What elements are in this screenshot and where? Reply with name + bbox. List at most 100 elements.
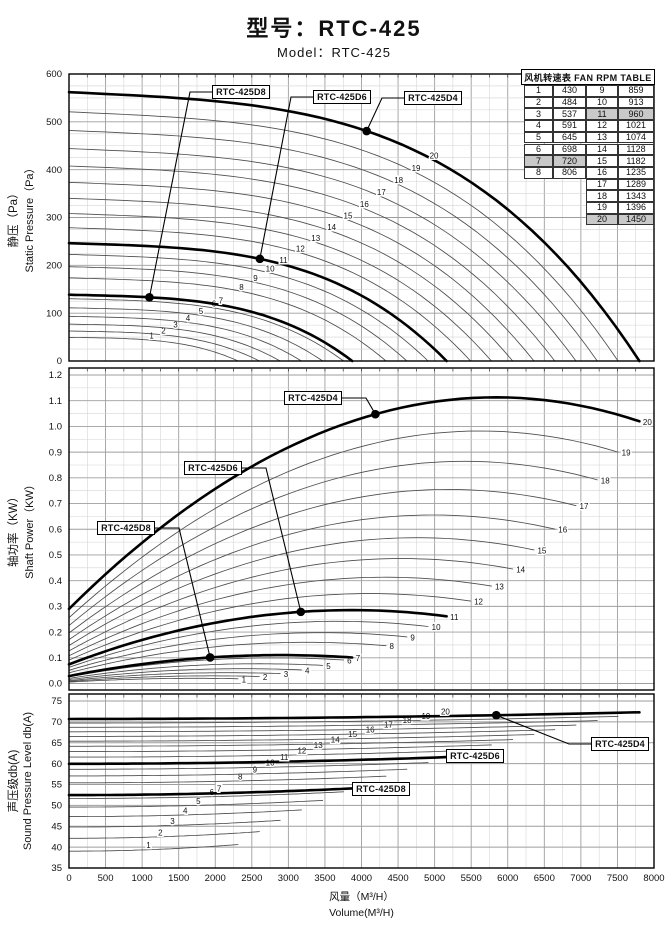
- curve-label-1: 1: [242, 675, 247, 684]
- y-tick-label: 45: [51, 821, 62, 832]
- fan-curve-12: [68, 593, 472, 661]
- shaft-power-chart: 0.0 0.1 0.2 0.3 0.4 0.5 0.6 0.7 0.8 0.9 1.0 1.1 1.2 1…: [6, 367, 655, 691]
- callout-marker-rtc-425d4: [371, 409, 380, 419]
- curve-label-11: 11: [280, 753, 289, 762]
- x-tick-label: 6500: [534, 873, 555, 884]
- curve-label-13: 13: [495, 583, 504, 592]
- rpm-value-cell: 1074: [618, 131, 654, 144]
- rpm-value-cell: 484: [553, 96, 586, 109]
- callout-rtc-425d6: RTC-425D6: [313, 90, 371, 104]
- curve-label-2: 2: [158, 828, 163, 837]
- fan-number-cell: 5: [524, 131, 553, 144]
- fan-curve-10: [68, 620, 429, 668]
- fan-number-cell: 14: [586, 143, 618, 156]
- fan-number-cell: 18: [586, 190, 618, 202]
- fan-curve-12: [68, 227, 472, 362]
- curve-label-15: 15: [344, 211, 353, 220]
- callout-rtc-425d6: RTC-425D6: [184, 461, 242, 475]
- x-tick-label: 1500: [168, 873, 189, 884]
- callout-rtc-425d4: RTC-425D4: [284, 391, 342, 405]
- curve-label-9: 9: [253, 274, 258, 283]
- fan-curve-2: [68, 831, 260, 839]
- curve-label-6: 6: [347, 657, 352, 666]
- curve-label-15: 15: [348, 730, 357, 739]
- fan-curve-8: [68, 277, 387, 362]
- callout-marker-rtc-425d8: [145, 293, 154, 302]
- fan-curve-6: [68, 657, 345, 678]
- rpm-value-cell: 806: [553, 166, 586, 179]
- y-tick-label: 55: [51, 780, 62, 791]
- fan-number-cell: 16: [586, 166, 618, 179]
- y-axis-title-cn: 静压（Pa）: [6, 187, 20, 247]
- curve-label-9: 9: [410, 633, 415, 642]
- fan-curve-20: [67, 710, 641, 721]
- y-tick-label: 400: [46, 165, 62, 176]
- fan-curve-6: [68, 791, 345, 799]
- y-tick-label: 35: [51, 863, 62, 874]
- fan-curve-7: [67, 293, 354, 363]
- callout-leader: [342, 397, 376, 415]
- curve-label-11: 11: [450, 613, 459, 622]
- x-tick-label: 3000: [278, 873, 299, 884]
- fan-curve-8: [68, 775, 387, 784]
- callout-rtc-425d4: RTC-425D4: [591, 737, 649, 751]
- fan-curve-18: [68, 129, 598, 362]
- fan-number-cell: 12: [586, 120, 618, 132]
- y-tick-label: 600: [46, 69, 62, 80]
- fan-number-cell: 4: [524, 120, 553, 132]
- x-tick-label: 8000: [643, 873, 664, 884]
- rpm-value-cell: 913: [618, 96, 654, 109]
- rpm-value-cell: 1396: [618, 202, 654, 214]
- fan-curve-13: [68, 744, 492, 753]
- fan-number-cell: 19: [586, 202, 618, 214]
- curve-label-1: 1: [146, 841, 151, 850]
- fan-curve-9: [68, 768, 408, 777]
- fan-curve-12: [68, 749, 472, 758]
- callout-leader: [148, 91, 212, 298]
- x-tick-label: 500: [98, 873, 114, 884]
- curve-label-20: 20: [643, 418, 652, 427]
- fan-curve-9: [68, 632, 408, 671]
- fan-number-cell: 15: [586, 155, 618, 167]
- y-tick-label: 0.2: [49, 627, 62, 638]
- rpm-value-cell: 1450: [618, 213, 654, 226]
- fan-curve-6: [68, 298, 345, 362]
- curve-label-5: 5: [196, 797, 201, 806]
- curve-label-19: 19: [622, 449, 631, 458]
- curve-label-2: 2: [161, 326, 166, 335]
- y-tick-label: 500: [46, 117, 62, 128]
- callout-marker-rtc-425d4: [491, 710, 501, 720]
- fan-curve-13: [68, 576, 492, 657]
- fan-curve-14: [68, 739, 514, 747]
- fan-curve-11: [67, 608, 448, 666]
- fan-curve-17: [68, 148, 577, 362]
- curve-label-8: 8: [390, 642, 395, 651]
- page-title: 型号：RTC-425: [246, 16, 422, 41]
- y-axis-title-en: Sound Pressure Level db(A): [22, 712, 34, 850]
- y-tick-label: 100: [46, 308, 62, 319]
- curve-label-18: 18: [601, 476, 610, 485]
- curve-label-16: 16: [360, 200, 369, 209]
- callout-rtc-425d8: RTC-425D8: [212, 85, 270, 99]
- rpm-table-header: 风机转速表 FAN RPM TABLE: [521, 69, 655, 85]
- y-tick-label: 300: [46, 213, 62, 224]
- y-tick-label: 0.9: [49, 447, 62, 458]
- fan-curve-18: [68, 460, 598, 627]
- curve-label-1: 1: [149, 332, 154, 341]
- rpm-value-cell: 537: [553, 108, 586, 121]
- rpm-value-cell: 960: [618, 108, 654, 121]
- fan-curve-19: [68, 111, 619, 362]
- curve-label-12: 12: [296, 244, 305, 253]
- curve-label-14: 14: [516, 566, 525, 575]
- curve-label-2: 2: [263, 673, 268, 682]
- curve-label-5: 5: [326, 662, 331, 671]
- fan-number-cell: 13: [586, 131, 618, 144]
- y-tick-label: 40: [51, 842, 62, 853]
- fan-curve-11: [67, 755, 448, 766]
- x-axis-title-cn: 风量（M³/H）: [329, 891, 394, 903]
- curve-label-17: 17: [377, 188, 386, 197]
- fan-curve-14: [68, 197, 514, 362]
- fan-number-cell: 11: [586, 108, 618, 121]
- x-tick-label: 5000: [424, 873, 445, 884]
